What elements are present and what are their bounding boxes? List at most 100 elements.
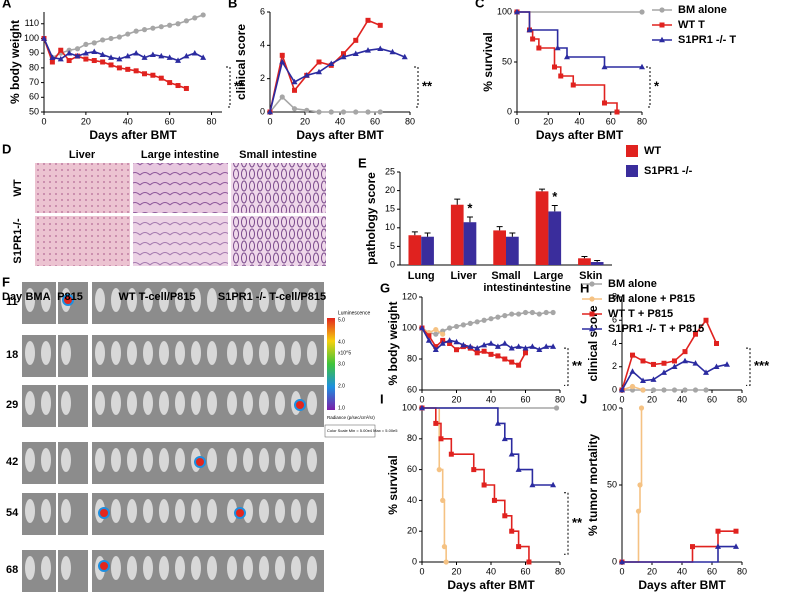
bar [590, 262, 604, 265]
y-tick-label: 90 [29, 48, 39, 58]
y-axis-label: % tumor mortality [586, 434, 600, 536]
marker [640, 377, 646, 383]
marker [352, 50, 359, 56]
y-axis-label: % body weight [8, 20, 22, 104]
y-tick-label: 100 [402, 402, 417, 412]
mouse [111, 341, 121, 365]
marker [523, 350, 528, 356]
legend-label: S1PR1 -/- [644, 165, 693, 177]
mouse [127, 499, 137, 523]
x-axis-label: Days after BMT [536, 128, 624, 142]
marker [460, 341, 467, 348]
y-tick-label: 80 [407, 433, 417, 443]
mouse [191, 341, 201, 365]
y-tick-label: 80 [29, 62, 39, 72]
mouse [243, 556, 253, 580]
tumor-signal [98, 560, 110, 572]
mouse [275, 341, 285, 365]
marker [692, 387, 699, 393]
mouse [207, 341, 217, 365]
marker [630, 352, 635, 358]
mouse [61, 391, 71, 415]
legend-label: S1PR1 -/- T [678, 34, 736, 46]
significance: ** [572, 515, 583, 530]
marker [353, 109, 359, 115]
marker [419, 404, 425, 411]
column-label: Large intestine [141, 149, 219, 161]
marker [682, 357, 688, 364]
y-tick-label: 0 [612, 556, 617, 566]
marker [389, 48, 396, 55]
mouse [191, 499, 201, 523]
marker [425, 337, 432, 343]
color-scale-box [324, 424, 376, 438]
marker [501, 435, 508, 442]
marker [116, 34, 122, 40]
mouse [159, 448, 169, 472]
x-tick-label: 60 [520, 394, 530, 404]
mouse [41, 288, 51, 312]
group-label: P815 [57, 291, 83, 303]
scale-unit: x10^5 [338, 350, 351, 356]
mouse [127, 341, 137, 365]
marker [377, 45, 384, 51]
mouse [143, 499, 153, 523]
legend-label: WT T [678, 19, 705, 31]
mouse [307, 341, 317, 365]
marker [516, 544, 522, 550]
x-tick-label: 0 [514, 116, 519, 126]
mouse [243, 391, 253, 415]
y-tick-label: 2 [260, 73, 265, 83]
x-axis-label: Days after BMT [89, 128, 177, 142]
mouse [143, 391, 153, 415]
marker [446, 337, 453, 343]
panel-label: I [380, 391, 384, 406]
column-label: Liver [69, 149, 96, 161]
marker [491, 497, 497, 503]
x-tick-label: 0 [619, 394, 624, 404]
marker [474, 350, 480, 356]
series-line [43, 38, 187, 90]
x-axis-label: Days after BMT [296, 128, 384, 142]
mouse [111, 391, 121, 415]
series-line [621, 318, 718, 391]
x-tick-label: 60 [165, 116, 175, 126]
mouse [259, 341, 269, 365]
marker [530, 36, 536, 42]
marker [41, 35, 47, 41]
mouse [291, 341, 301, 365]
mouse [175, 448, 185, 472]
marker [509, 311, 515, 317]
marker [467, 320, 473, 326]
marker [419, 324, 425, 331]
mouse [243, 448, 253, 472]
x-tick-label: 40 [123, 116, 133, 126]
mouse [143, 341, 153, 365]
mouse [207, 391, 217, 415]
mouse [259, 556, 269, 580]
marker [650, 387, 657, 393]
marker [724, 361, 730, 367]
y-tick-label: 0 [412, 556, 417, 566]
marker [432, 346, 439, 352]
marker [550, 309, 556, 316]
marker [438, 436, 444, 442]
mouse [227, 448, 237, 472]
y-tick-label: 15 [385, 204, 395, 214]
mouse [275, 499, 285, 523]
x-tick-label: Lung [408, 270, 435, 282]
series-line [421, 327, 444, 335]
marker [100, 37, 106, 43]
mouse [41, 499, 51, 523]
marker [453, 323, 460, 330]
marker [481, 482, 487, 488]
marker [715, 528, 721, 534]
marker [279, 94, 285, 100]
marker [651, 361, 656, 367]
marker [629, 368, 636, 374]
marker [526, 559, 532, 565]
marker [516, 311, 522, 317]
bar [535, 191, 549, 265]
marker [635, 508, 642, 514]
x-tick-label: 40 [677, 566, 687, 576]
